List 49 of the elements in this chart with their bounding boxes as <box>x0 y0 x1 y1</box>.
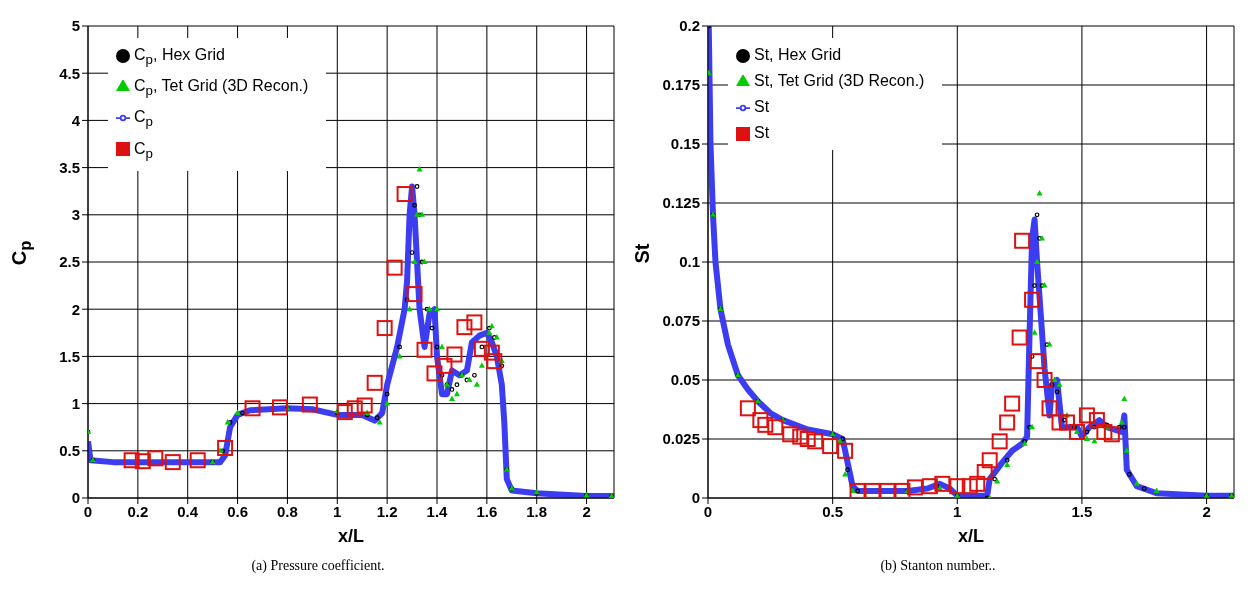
x-axis-title: x/L <box>337 526 365 547</box>
y-tick-label: 0.2 <box>679 17 700 35</box>
x-tick-label: 1 <box>333 502 342 520</box>
x-tick-label: 0 <box>83 502 93 520</box>
x-tick-label: 1.8 <box>526 502 548 520</box>
x-tick-label: 0.4 <box>177 502 199 520</box>
y-axis-title: St <box>630 243 654 263</box>
y-tick-label: 0 <box>71 489 80 507</box>
y-tick-label: 0.075 <box>662 312 700 330</box>
y-tick-label: 0.15 <box>670 135 700 153</box>
x-tick-label: 0.2 <box>127 502 149 520</box>
y-tick-label: 4.5 <box>59 64 80 82</box>
legend-label: C$_{p}$ <box>134 139 153 161</box>
x-tick-label: 1.5 <box>1071 502 1093 520</box>
legend-label: St, Tet Grid (3D Recon.) <box>754 72 925 89</box>
y-tick-label: 0.05 <box>670 371 700 389</box>
y-tick-label: 1.5 <box>59 347 80 365</box>
x-tick-label: 2 <box>1202 502 1211 520</box>
x-tick-label: 1.4 <box>426 502 449 520</box>
legend-label: C$_{p}$ <box>134 108 153 130</box>
y-tick-label: 0.025 <box>662 430 700 448</box>
legend-label: St <box>754 124 770 141</box>
x-tick-label: 1.6 <box>476 502 498 520</box>
x-tick-label: 2 <box>582 502 591 520</box>
text: (b) Stanton number.. <box>879 558 997 574</box>
text: (a) Pressure coefficient. <box>250 558 386 574</box>
y-tick-label: 1 <box>71 394 80 412</box>
y-tick-label: 0.175 <box>662 76 700 94</box>
x-tick-label: 1 <box>953 502 962 520</box>
x-tick-label: 0 <box>703 502 713 520</box>
legend-label: St <box>754 98 770 115</box>
y-tick-label: 5 <box>71 17 80 35</box>
legend-label: C$_{p}$, Hex Grid <box>134 46 225 68</box>
x-tick-label: 0.8 <box>277 502 298 520</box>
y-tick-label: 2 <box>71 300 80 318</box>
legend-label: St, Hex Grid <box>754 46 842 63</box>
x-tick-label: 0.5 <box>822 502 844 520</box>
y-tick-label: 4 <box>71 111 81 129</box>
x-tick-label: 0.6 <box>227 502 248 520</box>
y-tick-label: 0.1 <box>679 253 700 271</box>
x-tick-label: 1.2 <box>376 502 398 520</box>
y-tick-label: 3.5 <box>59 158 80 176</box>
y-tick-label: 0.5 <box>59 442 80 460</box>
y-tick-label: 3 <box>71 206 80 224</box>
x-axis-title: x/L <box>957 526 985 547</box>
legend-label: C$_{p}$, Tet Grid (3D Recon.) <box>134 77 309 99</box>
y-tick-label: 2.5 <box>59 253 80 271</box>
y-tick-label: 0 <box>691 489 700 507</box>
y-tick-label: 0.125 <box>662 194 700 212</box>
